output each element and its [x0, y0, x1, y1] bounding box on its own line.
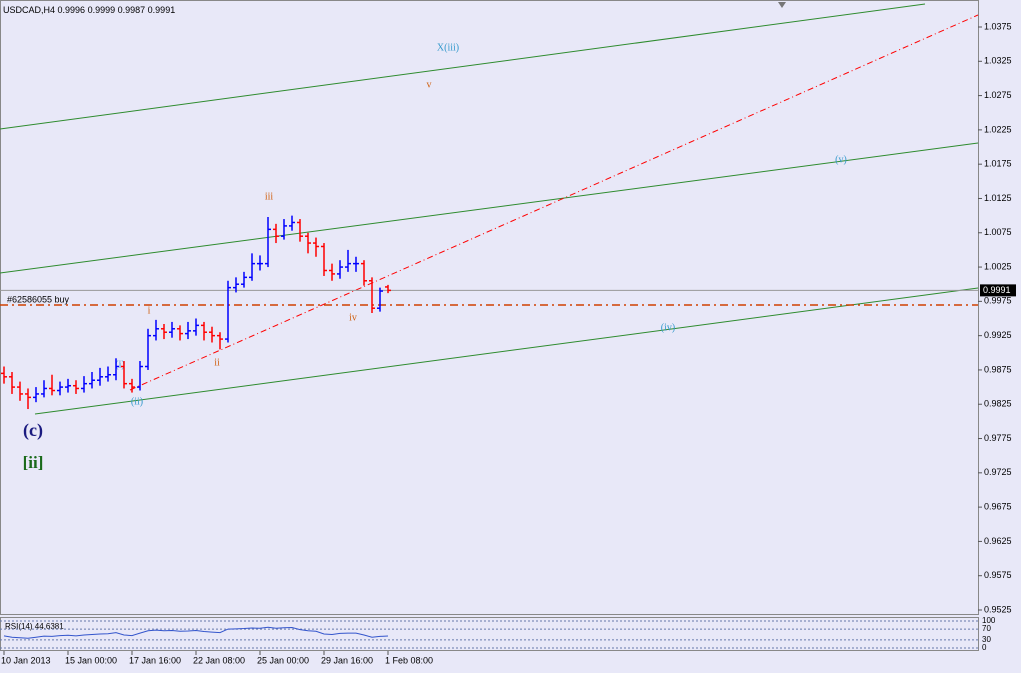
- x-tick-label: 25 Jan 00:00: [257, 655, 309, 665]
- y-tick-label: 0.9725: [984, 467, 1012, 477]
- y-tick-label: 1.0275: [984, 90, 1012, 100]
- quote: 0.9999: [88, 5, 116, 15]
- y-tick-label: 0.9775: [984, 433, 1012, 443]
- rsi-tick-label: 70: [982, 624, 991, 633]
- wave-label: (ii): [131, 396, 143, 407]
- x-tick-label: 15 Jan 00:00: [65, 655, 117, 665]
- rsi-line: [3, 626, 389, 639]
- rsi-tick-label: 0: [982, 643, 987, 652]
- x-tick-label: 1 Feb 08:00: [385, 655, 433, 665]
- symbol: USDCAD,H4: [3, 5, 55, 15]
- y-tick-label: 0.9675: [984, 501, 1012, 511]
- projection-line: [129, 14, 979, 391]
- wave-label: (c): [23, 420, 43, 441]
- y-tick-label: 1.0325: [984, 56, 1012, 66]
- y-tick-label: 1.0175: [984, 159, 1012, 169]
- current-price-box: [980, 284, 1016, 297]
- y-tick-label: 1.0025: [984, 261, 1012, 271]
- x-tick-label: 17 Jan 16:00: [129, 655, 181, 665]
- x-tick-label: 29 Jan 16:00: [321, 655, 373, 665]
- y-tick-label: 0.9625: [984, 536, 1012, 546]
- y-tick-label: 0.9975: [984, 296, 1012, 306]
- rsi-label: RSI(14) 44.6381: [5, 622, 64, 631]
- wave-label: i: [148, 305, 151, 316]
- quote: 0.9991: [148, 5, 176, 15]
- wave-label: X(iii): [437, 42, 459, 53]
- wave-label: iv: [349, 312, 357, 323]
- y-tick-label: 1.0125: [984, 193, 1012, 203]
- trend-line: [34, 287, 979, 415]
- x-tick-label: 22 Jan 08:00: [193, 655, 245, 665]
- wave-label: ii: [214, 357, 220, 368]
- y-tick-label: 0.9825: [984, 399, 1012, 409]
- quote: 0.9996: [58, 5, 86, 15]
- current-price-label: 0.9991: [983, 285, 1011, 295]
- wave-label: iii: [265, 191, 274, 202]
- rsi-pane: [0, 617, 979, 651]
- quote: 0.9987: [118, 5, 146, 15]
- rsi-tick-label: 30: [982, 635, 991, 644]
- trend-line: [0, 142, 979, 274]
- wave-label: [ii]: [23, 453, 44, 472]
- rsi-tick-label: 100: [982, 616, 996, 625]
- wave-label: (i): [115, 359, 124, 370]
- y-tick-label: 1.0075: [984, 227, 1012, 237]
- wave-label: v: [427, 79, 432, 90]
- wave-label: (v): [835, 154, 847, 165]
- shift-marker: [778, 2, 786, 8]
- order-label: #62586055 buy: [7, 294, 70, 304]
- y-tick-label: 0.9925: [984, 330, 1012, 340]
- header: USDCAD,H4 0.9996 0.9999 0.9987 0.9991: [3, 5, 175, 15]
- wave-label: (iv): [661, 322, 675, 333]
- y-tick-label: 1.0375: [984, 21, 1012, 31]
- y-tick-label: 0.9875: [984, 364, 1012, 374]
- main-pane: [0, 0, 979, 615]
- trend-line: [0, 3, 926, 130]
- y-tick-label: 1.0225: [984, 124, 1012, 134]
- y-tick-label: 0.9575: [984, 570, 1012, 580]
- y-tick-label: 0.9525: [984, 604, 1012, 614]
- x-tick-label: 10 Jan 2013: [1, 655, 51, 665]
